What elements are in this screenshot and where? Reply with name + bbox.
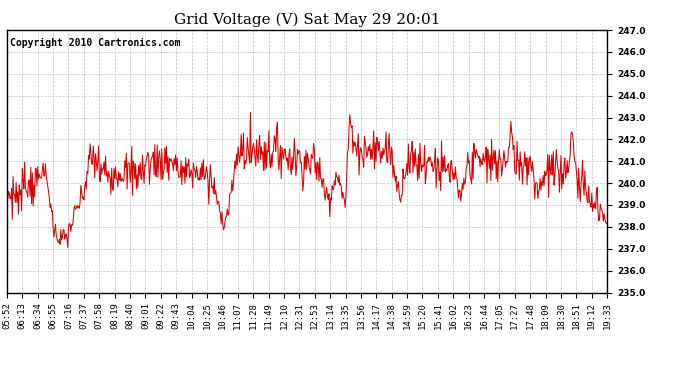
Text: Copyright 2010 Cartronics.com: Copyright 2010 Cartronics.com — [10, 38, 180, 48]
Title: Grid Voltage (V) Sat May 29 20:01: Grid Voltage (V) Sat May 29 20:01 — [174, 13, 440, 27]
